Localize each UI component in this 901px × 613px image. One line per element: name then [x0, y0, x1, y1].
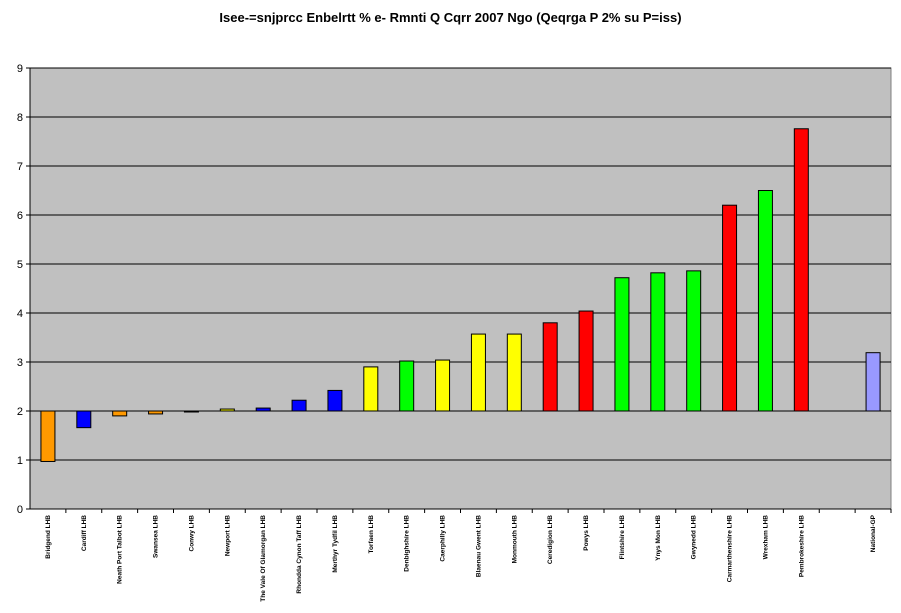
x-category-label: Newport LHB: [224, 515, 231, 556]
bar: [793, 128, 809, 412]
bar: [686, 270, 702, 412]
x-category-label: Powys LHB: [583, 515, 590, 551]
x-category-label: Merthyr Tydfil LHB: [332, 515, 339, 573]
bar: [112, 410, 128, 417]
y-tick-label: 7: [17, 161, 23, 173]
x-category-label: Monmouth LHB: [511, 515, 518, 564]
x-category-label: Conwy LHB: [188, 515, 195, 552]
bar: [865, 352, 881, 412]
bar: [40, 410, 56, 462]
x-category-label: Cardiff LHB: [81, 515, 88, 551]
x-category-label: Neath Port Talbot LHB: [117, 515, 124, 584]
y-tick-label: 5: [17, 259, 23, 271]
bar: [506, 333, 522, 412]
bar: [470, 333, 486, 412]
y-tick-label: 0: [17, 504, 23, 516]
x-category-label: The Vale Of Glamorgan LHB: [260, 515, 267, 602]
x-category-label: Ynys Mon LHB: [655, 515, 662, 561]
bar: [542, 322, 558, 412]
bar: [757, 190, 773, 412]
y-tick-label: 2: [17, 406, 23, 418]
x-category-label: Ceredigion LHB: [547, 515, 554, 564]
x-category-label: Torfaen LHB: [368, 515, 375, 554]
y-tick-label: 3: [17, 357, 23, 369]
x-category-label: Denbighshire LHB: [404, 515, 411, 572]
x-category-label: Wrexham LHB: [762, 515, 769, 560]
y-tick-label: 8: [17, 112, 23, 124]
bar: [291, 399, 307, 412]
chart-title: Isee-=snjprcc Enbelrtt % e- Rmnti Q Cqrr…: [219, 10, 682, 25]
x-category-label: Caerphilly LHB: [440, 515, 447, 562]
plot-area: [29, 67, 892, 510]
y-tick-label: 9: [17, 63, 23, 75]
bar: [363, 366, 379, 412]
x-category-label: Rhondda Cynon Taff LHB: [296, 515, 303, 594]
bar: [399, 360, 415, 412]
x-category-label: Pembrokeshire LHB: [798, 515, 805, 577]
x-category-label: Flintshire LHB: [619, 515, 626, 560]
x-category-label: Gwynedd LHB: [691, 515, 698, 560]
x-category-label: Swansea LHB: [153, 515, 160, 558]
x-category-label: National-GP: [870, 514, 877, 552]
bar: [650, 272, 666, 412]
x-category-label: Bridgend LHB: [45, 515, 52, 559]
bar: [578, 310, 594, 412]
bar: [614, 277, 630, 412]
bar: [722, 204, 738, 412]
y-tick-label: 4: [17, 308, 23, 320]
y-tick-label: 6: [17, 210, 23, 222]
x-category-label: Blaenau Gwent LHB: [475, 515, 482, 577]
bar: [76, 410, 92, 429]
bar: [327, 389, 343, 412]
x-category-label: Carmarthenshire LHB: [727, 515, 734, 582]
bar: [435, 359, 451, 412]
y-tick-label: 1: [17, 455, 23, 467]
